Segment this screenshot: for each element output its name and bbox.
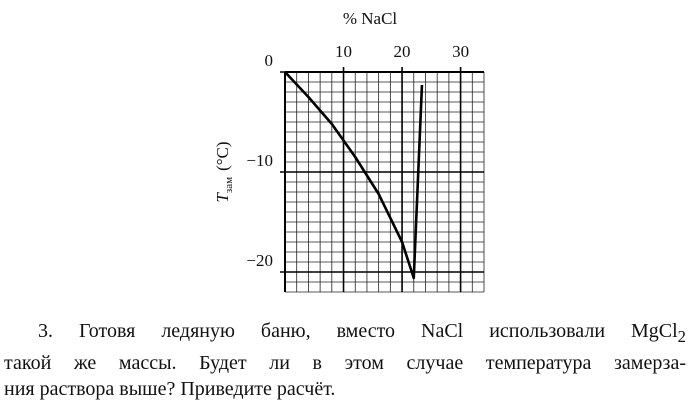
problem-text: 3. Готовя ледяную баню, вместо NaCl испо… — [4, 318, 686, 402]
x-tick-label: 10 — [335, 42, 352, 61]
text-line: ния раствора выше? Приведите расчёт. — [4, 378, 336, 400]
y-tick-label: −10 — [246, 151, 273, 170]
data-line — [284, 71, 424, 280]
x-tick-label: 20 — [394, 42, 411, 61]
chart: % NaCl Tзам (°C) 10 20 30 0 −10 −20 — [213, 9, 485, 293]
text-line: такой же массы. Будет ли в этом случае т… — [4, 352, 686, 374]
y-axis-label: Tзам (°C) — [213, 141, 235, 202]
text-line: 3. Готовя ледяную баню, вместо NaCl испо… — [4, 318, 686, 350]
text-subscript: 2 — [677, 327, 686, 346]
x-tick-label: 30 — [452, 42, 469, 61]
y-label-sub: зам — [223, 177, 235, 193]
text-line-main: 3. Готовя ледяную баню, вместо NaCl испо… — [38, 320, 678, 342]
y-tick-label: 0 — [265, 51, 274, 70]
y-tick-label: −20 — [246, 251, 273, 270]
y-label-symbol: T — [213, 192, 232, 203]
x-axis-label: % NaCl — [343, 9, 398, 28]
y-label-unit: (°C) — [213, 141, 232, 170]
